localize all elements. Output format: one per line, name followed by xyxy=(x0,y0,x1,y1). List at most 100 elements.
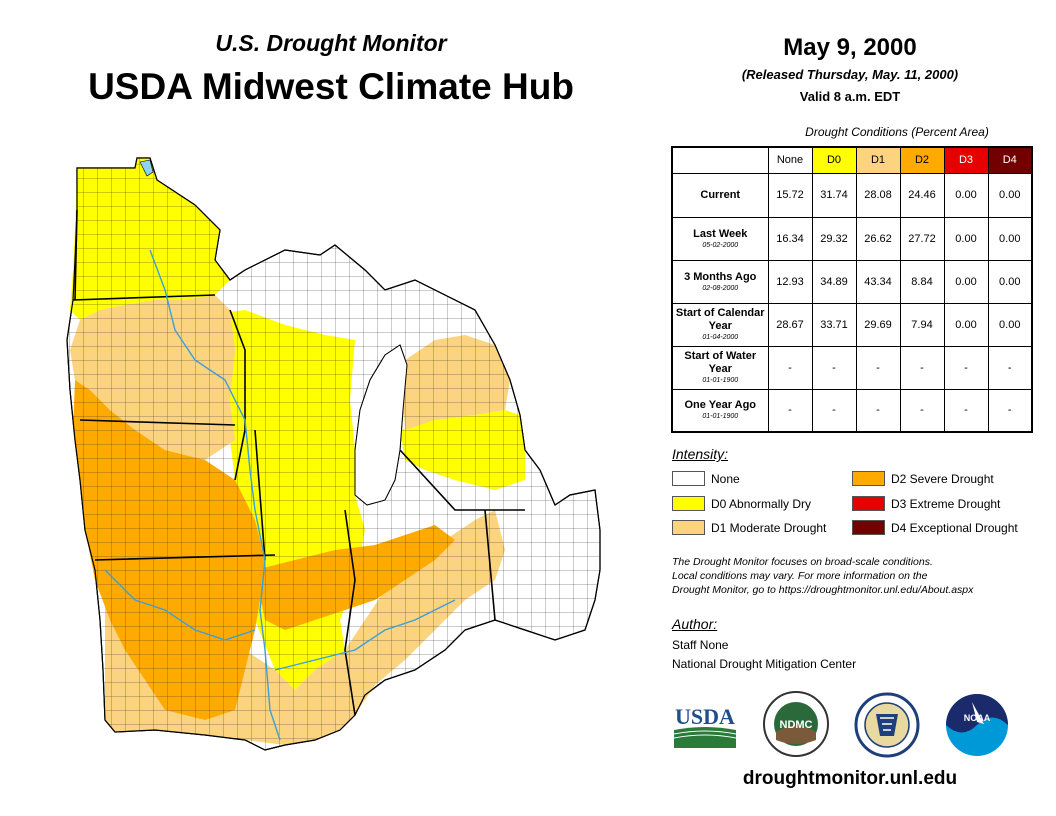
row-label-text: Start of Water Year xyxy=(684,350,757,375)
row-label: Last Week 05-02-2000 xyxy=(671,216,769,261)
row-date: 02-08-2000 xyxy=(702,284,739,292)
row-label: 3 Months Ago 02-08-2000 xyxy=(671,259,769,304)
table-cell: 0.00 xyxy=(943,216,989,261)
table-cell: - xyxy=(767,388,813,433)
row-label-text: One Year Ago xyxy=(684,399,757,412)
table-cell: 0.00 xyxy=(987,172,1033,218)
legend-swatch xyxy=(672,496,705,511)
table-cell: 0.00 xyxy=(943,259,989,304)
table-cell: 8.84 xyxy=(899,259,945,304)
table-row: Current 15.72 31.74 28.08 24.46 0.00 0.00 xyxy=(671,172,1033,218)
table-cell: 0.00 xyxy=(987,259,1033,304)
row-label-text: Current xyxy=(700,188,741,201)
usda-logo-text: USDA xyxy=(675,704,735,729)
legend-item: D0 Abnormally Dry xyxy=(672,496,811,511)
table-row: 3 Months Ago 02-08-2000 12.93 34.89 43.34 8.8… xyxy=(671,259,1033,304)
table-cell: 29.32 xyxy=(811,216,857,261)
table-cell: - xyxy=(855,345,901,390)
table-cell: 0.00 xyxy=(987,216,1033,261)
table-cell: - xyxy=(899,345,945,390)
table-cell: 28.08 xyxy=(855,172,901,218)
legend-item: D1 Moderate Drought xyxy=(672,520,826,535)
table-caption: Drought Conditions (Percent Area) xyxy=(805,125,989,139)
ndmc-logo-text: NDMC xyxy=(780,719,813,731)
row-date: 01-01-1900 xyxy=(702,377,739,384)
ndmc-logo: NDMC xyxy=(763,691,829,757)
map-subtitle: U.S. Drought Monitor xyxy=(215,30,447,56)
table-cell: - xyxy=(855,388,901,433)
row-label: Start of Water Year 01-01-1900 xyxy=(671,345,769,390)
map-date: May 9, 2000 xyxy=(783,34,917,61)
table-cell: 24.46 xyxy=(899,172,945,218)
usda-logo: USDA xyxy=(673,704,737,748)
table-cell: - xyxy=(987,345,1033,390)
row-label: One Year Ago 01-01-1900 xyxy=(671,388,769,433)
table-cell: 7.94 xyxy=(899,302,945,347)
table-cell: - xyxy=(987,388,1033,433)
author-title: Author: xyxy=(672,616,718,632)
row-label: Start of Calendar Year 01-04-2000 xyxy=(671,302,769,347)
legend-label: D3 Extreme Drought xyxy=(891,496,1001,511)
table-cell: 12.93 xyxy=(767,259,813,304)
table-cell: - xyxy=(767,345,813,390)
website-link[interactable]: droughtmonitor.unl.edu xyxy=(742,768,958,789)
table-row: Start of Water Year 01-01-1900- - - - - - xyxy=(671,345,1033,390)
table-cell: - xyxy=(811,388,857,433)
col-none: None xyxy=(767,146,813,174)
legend-swatch xyxy=(852,496,885,511)
noaa-logo: NOAA xyxy=(946,694,1008,756)
col-d1: D1 xyxy=(855,146,901,174)
col-d0: D0 xyxy=(811,146,857,174)
legend-label: D1 Moderate Drought xyxy=(711,520,827,535)
legend-label: None xyxy=(711,471,740,486)
lake-superior xyxy=(139,159,154,177)
table-cell: 34.89 xyxy=(811,259,857,304)
missouri-river xyxy=(104,569,256,641)
doc-seal-icon xyxy=(854,692,920,758)
table-cell: 43.34 xyxy=(855,259,901,304)
state-borders xyxy=(72,209,525,716)
table-cell: 0.00 xyxy=(943,302,989,347)
row-label-text: 3 Months Ago xyxy=(684,270,757,283)
legend-swatch xyxy=(852,471,885,486)
row-label: Current xyxy=(671,172,769,218)
table-cell: - xyxy=(943,388,989,433)
col-d2: D2 xyxy=(899,146,945,174)
legend-swatch xyxy=(672,520,705,535)
row-date: 01-01-1900 xyxy=(702,413,739,421)
drought-conditions-table: None D0 D1 D2 D3 D4 Current 15.72 31.74 28.… xyxy=(671,146,1033,433)
drought-monitor-note: The Drought Monitor focuses on broad-sca… xyxy=(672,555,1042,597)
table-cell: 31.74 xyxy=(811,172,857,218)
table-cell: - xyxy=(943,345,989,390)
row-date: 05-02-2000 xyxy=(702,241,739,249)
author-org: National Drought Mitigation Center xyxy=(672,657,857,671)
mississippi-river xyxy=(149,249,281,741)
table-cell: - xyxy=(899,388,945,433)
table-cell: 29.69 xyxy=(855,302,901,347)
row-date: 01-04-2000 xyxy=(702,334,739,341)
map-title: USDA Midwest Climate Hub xyxy=(88,66,574,107)
legend-swatch xyxy=(672,471,705,486)
col-d3: D3 xyxy=(943,146,989,174)
noaa-logo-text: NOAA xyxy=(964,713,991,723)
drought-map xyxy=(66,157,601,751)
table-cell: 26.62 xyxy=(855,216,901,261)
legend-item: D2 Severe Drought xyxy=(852,471,994,486)
intensity-title: Intensity: xyxy=(672,446,729,462)
note-line: The Drought Monitor focuses on broad-sca… xyxy=(672,556,933,568)
table-cell: 15.72 xyxy=(767,172,813,218)
note-line: Local conditions may vary. For more info… xyxy=(672,570,928,582)
ohio-river xyxy=(274,599,456,671)
legend-item: D3 Extreme Drought xyxy=(852,496,1000,511)
table-cell: 27.72 xyxy=(899,216,945,261)
legend-item: D4 Exceptional Drought xyxy=(852,520,1018,535)
author-name: Staff None xyxy=(672,638,729,652)
table-cell: 0.00 xyxy=(987,302,1033,347)
legend-label: D2 Severe Drought xyxy=(891,471,994,486)
valid-time: Valid 8 a.m. EDT xyxy=(799,89,901,104)
table-corner xyxy=(672,147,768,173)
table-row: Start of Calendar Year 01-04-2000 28.67 33.… xyxy=(671,302,1033,347)
county-grid xyxy=(66,157,601,751)
legend-item: None xyxy=(672,471,740,486)
table-cell: 33.71 xyxy=(811,302,857,347)
